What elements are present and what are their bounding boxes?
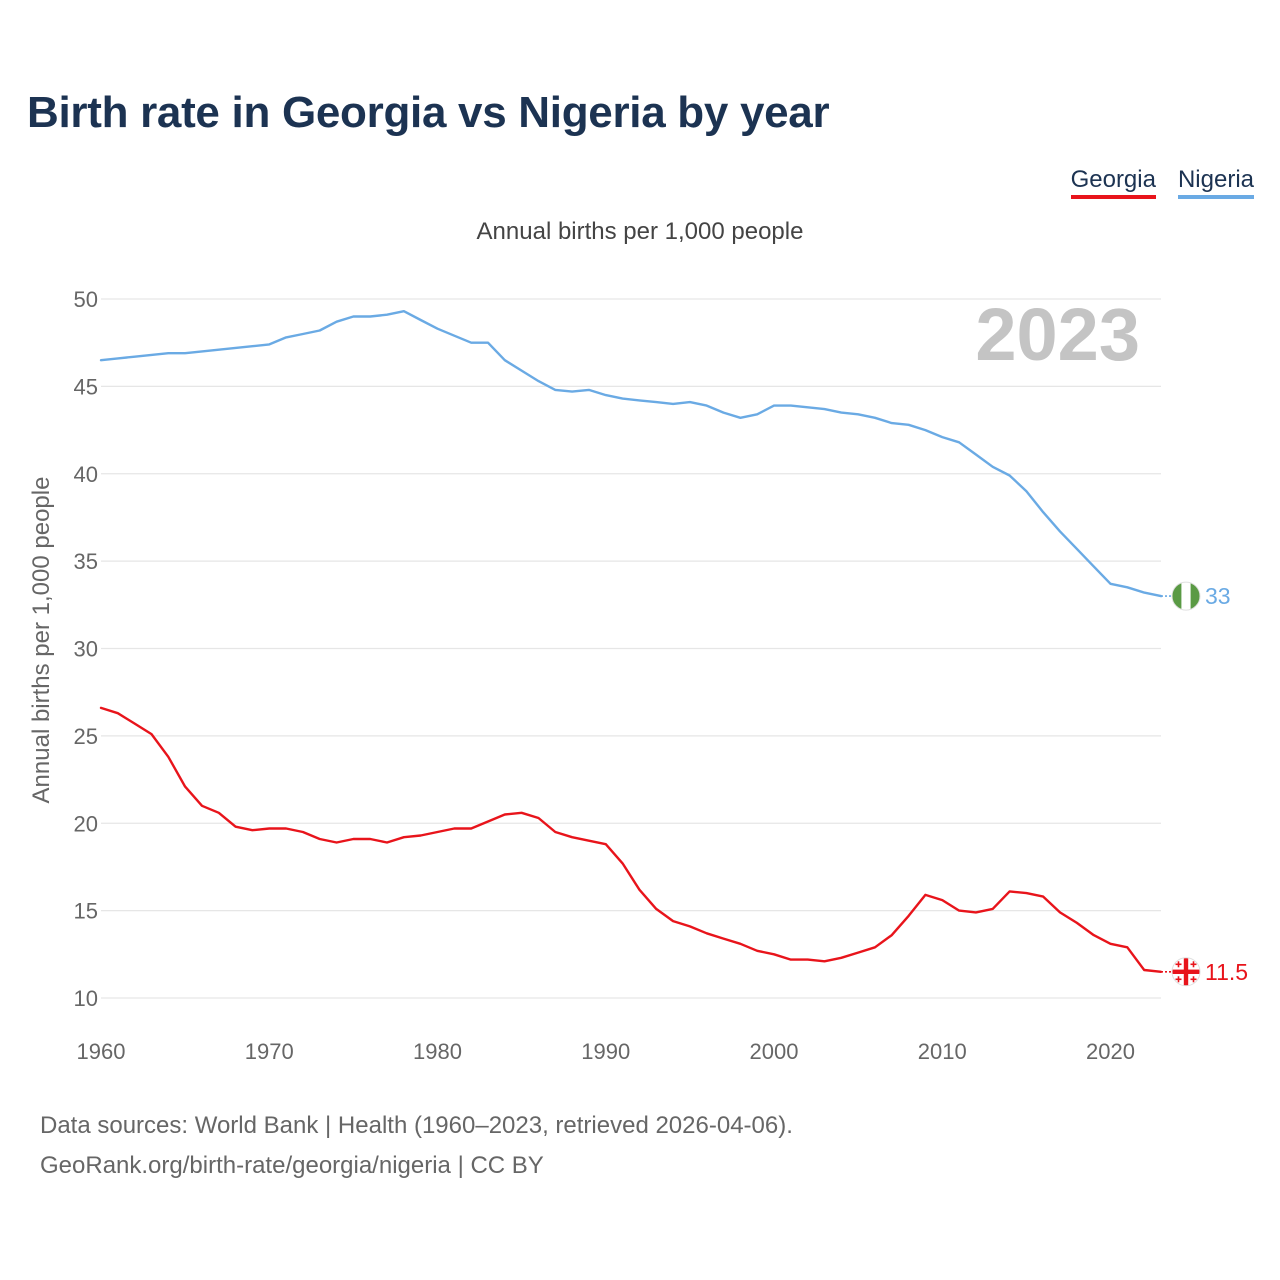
y-tick-label: 10 [74,986,98,1011]
y-tick-label: 50 [74,287,98,312]
y-tick-label: 25 [74,724,98,749]
x-tick-label: 1990 [581,1039,630,1064]
end-markers: 11.5 33 [1161,581,1248,987]
legend-item-nigeria[interactable]: Nigeria [1177,166,1254,199]
chart-subtitle: Annual births per 1,000 people [476,218,804,245]
footer: Data sources: World Bank | Health (1960–… [40,1106,793,1186]
y-axis-ticks: 10 15 20 25 30 35 40 45 50 [74,287,98,1011]
y-tick-label: 35 [74,549,98,574]
end-label-georgia: 11.5 [1205,959,1248,985]
x-tick-label: 2020 [1086,1039,1135,1064]
gridlines [101,298,1161,999]
y-tick-label: 45 [74,374,98,399]
y-tick-label: 20 [74,811,98,836]
georgia-flag-icon [1171,957,1201,987]
data-source-note: Data sources: World Bank | Health (1960–… [40,1112,793,1139]
x-tick-label: 1980 [413,1039,462,1064]
legend-item-georgia[interactable]: Georgia [1070,166,1156,199]
y-tick-label: 30 [74,637,98,662]
series-line-georgia[interactable] [99,706,1163,973]
x-tick-label: 1960 [77,1039,126,1064]
x-tick-label: 2000 [750,1039,799,1064]
end-label-nigeria: 33 [1205,583,1231,609]
nigeria-flag-icon [1171,581,1201,611]
x-axis-ticks: 1960 1970 1980 1990 2000 2010 2020 [77,1039,1135,1064]
y-tick-label: 40 [74,462,98,487]
series-line-nigeria[interactable] [99,310,1163,598]
legend: Georgia Nigeria [1070,166,1254,199]
year-watermark: 2023 [975,293,1140,376]
series-lines [99,310,1163,973]
x-tick-label: 2010 [918,1039,967,1064]
page-title: Birth rate in Georgia vs Nigeria by year [27,88,830,137]
x-tick-label: 1970 [245,1039,294,1064]
source-url: GeoRank.org/birth-rate/georgia/nigeria |… [40,1152,544,1179]
y-tick-label: 15 [74,899,98,924]
